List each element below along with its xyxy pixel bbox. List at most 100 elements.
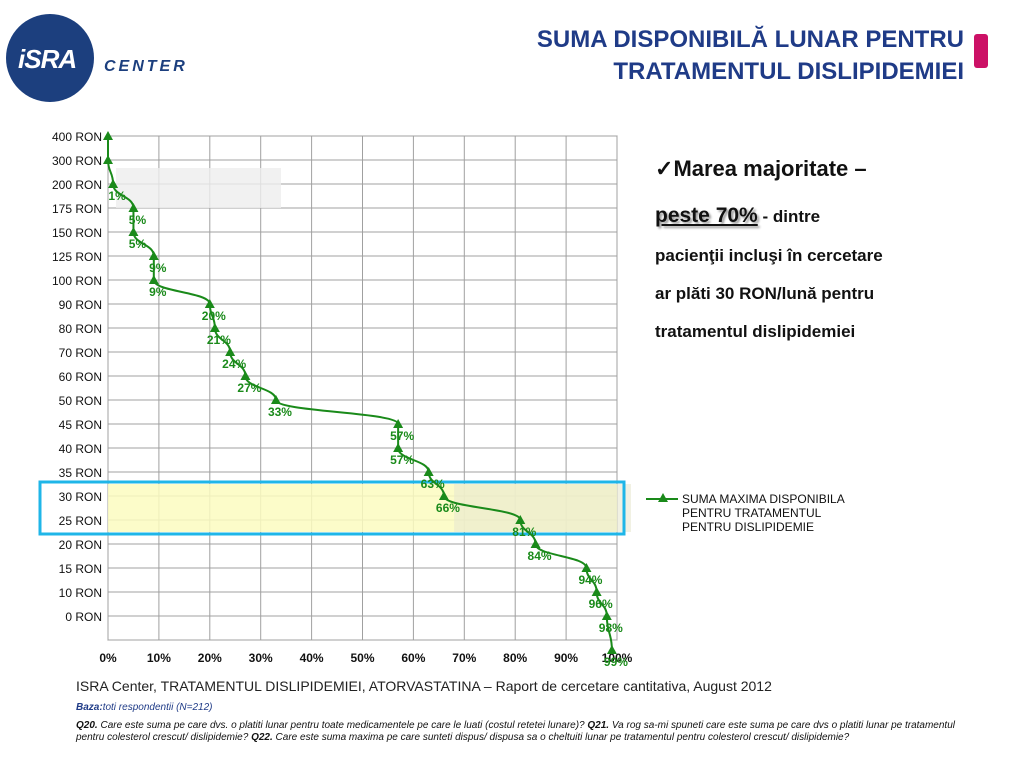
legend-label: SUMA MAXIMA DISPONIBILA PENTRU TRATAMENT… — [682, 492, 845, 534]
finding-line-2: peste 70% - dintre — [655, 196, 965, 237]
finding-emphasis: peste 70% — [655, 204, 758, 227]
y-tick-label: 40 RON — [59, 442, 102, 456]
highlight-border — [38, 480, 626, 536]
x-tick-label: 50% — [350, 651, 374, 665]
finding-line-5: tratamentul dislipidemiei — [655, 322, 856, 341]
data-label: 9% — [149, 285, 167, 299]
q22-text: Care este suma maxima pe care sunteti di… — [272, 732, 850, 743]
question-notes: Q20. Care este suma pe care dvs. o plati… — [76, 720, 966, 744]
data-point — [103, 131, 113, 140]
x-tick-label: 70% — [452, 651, 476, 665]
data-point — [148, 275, 159, 284]
data-point — [209, 323, 220, 332]
y-tick-label: 0 RON — [65, 610, 102, 624]
y-tick-label: 90 RON — [59, 298, 102, 312]
q21-text: Va rog sa-mi spuneti care este suma pe c… — [76, 720, 955, 743]
title-line-2: TRATAMENTUL DISLIPIDEMIEI — [613, 58, 964, 85]
data-point — [591, 587, 602, 596]
data-label: 57% — [390, 453, 414, 467]
data-label: 98% — [599, 621, 623, 635]
base-note: Baza:toti respondentii (N=212) — [76, 702, 212, 713]
x-tick-label: 10% — [147, 651, 171, 665]
shade-top — [116, 168, 281, 208]
y-tick-label: 60 RON — [59, 370, 102, 384]
data-label: 94% — [578, 573, 602, 587]
finding-tail: - dintre — [757, 207, 821, 226]
data-label: 33% — [268, 405, 292, 419]
q22-label: Q22. — [251, 732, 273, 743]
y-tick-label: 175 RON — [52, 202, 102, 216]
key-finding: ✓Marea majoritate – peste 70% - dintre p… — [655, 152, 965, 351]
finding-lead: Marea majoritate – — [673, 156, 867, 181]
isra-logo: iSRA CENTER — [6, 14, 196, 104]
x-tick-label: 40% — [300, 651, 324, 665]
q21-label: Q21. — [587, 720, 610, 731]
data-point — [515, 515, 526, 524]
data-point — [581, 563, 592, 572]
data-point — [103, 155, 113, 164]
data-label: 63% — [421, 477, 445, 491]
x-tick-label: 30% — [249, 651, 273, 665]
y-tick-label: 35 RON — [59, 466, 102, 480]
y-tick-label: 30 RON — [59, 490, 102, 504]
y-tick-label: 20 RON — [59, 538, 102, 552]
y-tick-label: 300 RON — [52, 154, 102, 168]
y-tick-label: 125 RON — [52, 250, 102, 264]
check-icon: ✓ — [655, 156, 674, 181]
page-title: SUMA DISPONIBILĂ LUNAR PENTRU TRATAMENTU… — [537, 24, 964, 88]
y-tick-label: 15 RON — [59, 562, 102, 576]
y-tick-label: 100 RON — [52, 274, 102, 288]
data-point — [225, 347, 236, 356]
finding-line-4: ar plăti 30 RON/lună pentru — [655, 284, 875, 303]
data-label: 1% — [108, 189, 126, 203]
x-tick-label: 90% — [554, 651, 578, 665]
legend-triangle-icon — [658, 493, 668, 502]
x-tick-label: 0% — [99, 651, 117, 665]
x-tick-label: 60% — [401, 651, 425, 665]
accent-bar — [974, 34, 988, 68]
y-tick-label: 10 RON — [59, 586, 102, 600]
data-point — [393, 443, 404, 452]
data-label: 57% — [390, 429, 414, 443]
data-point — [530, 539, 541, 548]
y-tick-label: 50 RON — [59, 394, 102, 408]
base-text: toti respondentii (N=212) — [102, 702, 213, 713]
data-point — [204, 299, 215, 308]
data-label: 5% — [129, 213, 147, 227]
data-label: 5% — [129, 237, 147, 251]
data-label: 9% — [149, 261, 167, 275]
data-point — [601, 611, 612, 620]
data-label: 27% — [237, 381, 261, 395]
y-tick-label: 80 RON — [59, 322, 102, 336]
logo-circle — [6, 14, 94, 102]
data-labels: 1%5%5%9%9%20%21%24%27%33%57%57%63%66%81%… — [108, 189, 628, 668]
y-axis-labels: 400 RON 300 RON 200 RON 175 RON 150 RON 125 R… — [52, 130, 102, 624]
x-tick-label: 20% — [198, 651, 222, 665]
source-note: ISRA Center, TRATAMENTUL DISLIPIDEMIEI, … — [76, 678, 772, 694]
logo-brand: iSRA — [18, 44, 77, 74]
q20-label: Q20. — [76, 720, 98, 731]
finding-line-3: pacienţii incluşi în cercetare — [655, 246, 883, 265]
logo-center-text: CENTER — [104, 58, 188, 75]
chart-grid — [107, 135, 618, 641]
data-point — [423, 467, 434, 476]
data-label: 96% — [589, 597, 613, 611]
data-point — [270, 395, 281, 404]
data-label: 66% — [436, 501, 460, 515]
data-label: 21% — [207, 333, 231, 347]
title-line-1: SUMA DISPONIBILĂ LUNAR PENTRU — [536, 26, 964, 53]
data-label: 81% — [512, 525, 536, 539]
series-markers — [103, 131, 617, 654]
y-tick-label: 400 RON — [52, 130, 102, 144]
data-label: 84% — [528, 549, 552, 563]
data-point — [108, 179, 119, 188]
data-point — [438, 491, 449, 500]
data-point — [393, 419, 404, 428]
line-chart: 400 RON 300 RON 200 RON 175 RON 150 RON 125 R… — [38, 130, 633, 668]
finding-line-1: ✓Marea majoritate – — [655, 152, 965, 186]
data-label: 20% — [202, 309, 226, 323]
data-label: 99% — [604, 655, 628, 668]
data-label: 24% — [222, 357, 246, 371]
x-axis-labels: 0% 10% 20% 30% 40% 50% 60% 70% 80% 90% 100% — [99, 651, 632, 665]
data-point — [128, 203, 139, 212]
